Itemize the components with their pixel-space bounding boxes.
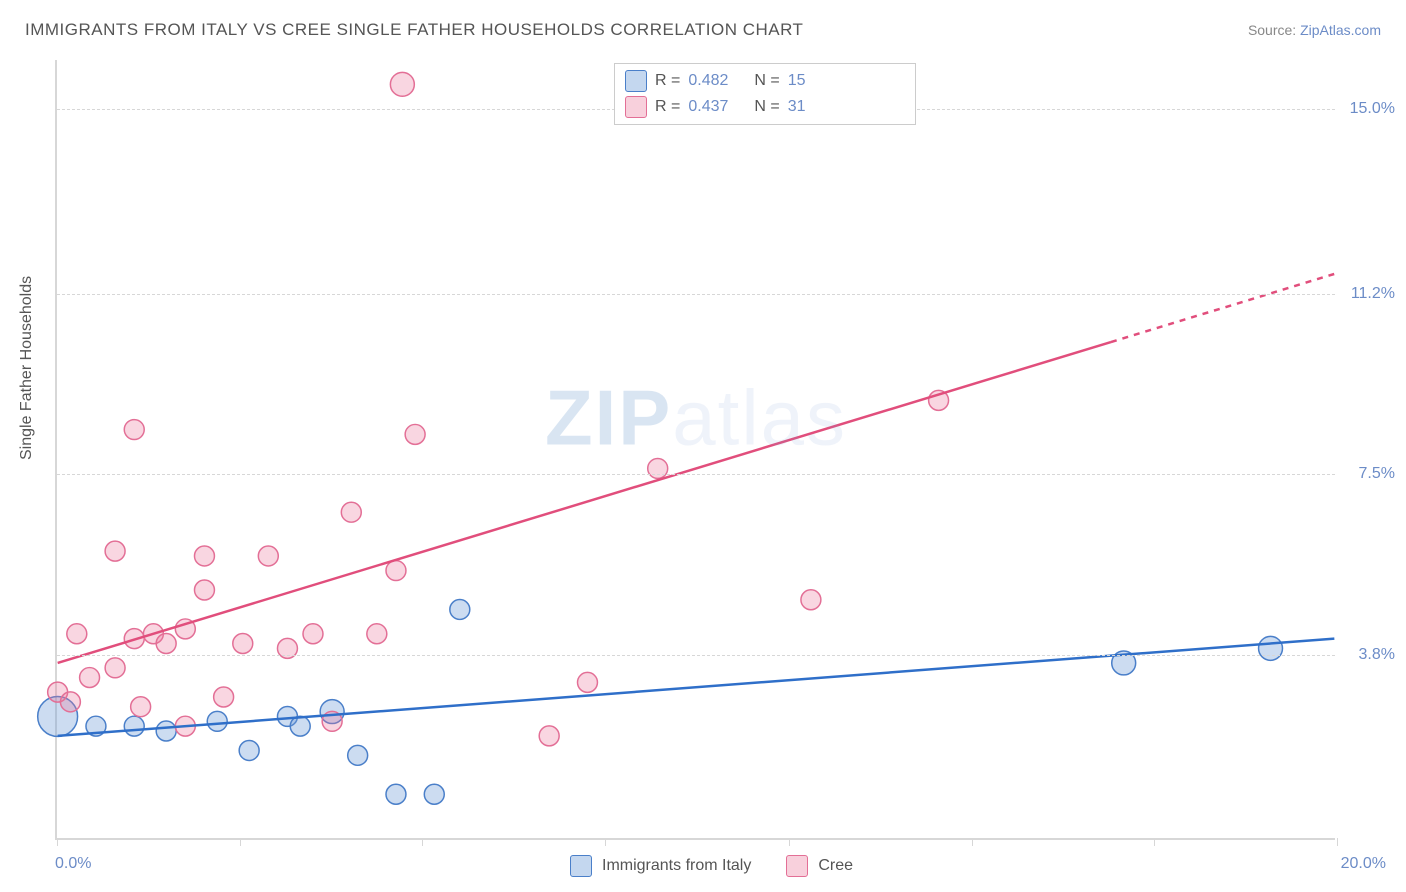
x-tick [422,838,423,846]
scatter-point-cree [233,634,253,654]
x-axis-min-label: 0.0% [55,855,91,873]
x-axis-max-label: 20.0% [1341,855,1386,873]
plot-area: R = 0.482 N = 15 R = 0.437 N = 31 ZIPatl… [55,60,1335,840]
scatter-point-cree [405,424,425,444]
plot-svg [57,60,1335,838]
scatter-point-cree [105,658,125,678]
gridline [57,294,1335,295]
legend-label-italy: Immigrants from Italy [602,857,751,875]
scatter-point-italy [156,721,176,741]
legend-R-value-italy: 0.482 [688,72,728,90]
x-tick [57,838,58,846]
regression-line-italy [58,639,1335,736]
scatter-point-cree [124,420,144,440]
legend-stats-row-cree: R = 0.437 N = 31 [625,94,905,120]
y-tick-label: 15.0% [1350,100,1395,118]
scatter-point-cree [214,687,234,707]
chart-title: IMMIGRANTS FROM ITALY VS CREE SINGLE FAT… [25,20,803,40]
x-tick [605,838,606,846]
scatter-point-italy [450,599,470,619]
scatter-point-cree [60,692,80,712]
legend-R-label: R = [655,98,680,116]
scatter-point-italy [348,745,368,765]
scatter-point-cree [67,624,87,644]
legend-swatch-cree [786,855,808,877]
scatter-point-cree [367,624,387,644]
scatter-point-cree [386,561,406,581]
scatter-point-cree [539,726,559,746]
legend-label-cree: Cree [818,857,853,875]
scatter-point-cree [194,546,214,566]
scatter-point-cree [303,624,323,644]
y-tick-label: 11.2% [1351,285,1395,303]
y-axis-label: Single Father Households [18,276,36,460]
legend-N-label: N = [754,72,779,90]
x-tick [1154,838,1155,846]
scatter-point-italy [207,711,227,731]
scatter-point-cree [390,72,414,96]
x-tick [240,838,241,846]
y-tick-label: 3.8% [1359,646,1395,664]
y-tick-label: 7.5% [1359,465,1395,483]
legend-N-label: N = [754,98,779,116]
scatter-point-cree [80,668,100,688]
scatter-point-cree [648,458,668,478]
legend-stats-box: R = 0.482 N = 15 R = 0.437 N = 31 [614,63,916,125]
scatter-point-italy [424,784,444,804]
regression-line-cree [58,342,1111,663]
scatter-point-italy [1259,636,1283,660]
scatter-point-italy [239,741,259,761]
scatter-point-cree [801,590,821,610]
legend-N-value-italy: 15 [788,72,806,90]
scatter-point-cree [341,502,361,522]
legend-R-value-cree: 0.437 [688,98,728,116]
source-value: ZipAtlas.com [1300,22,1381,38]
legend-stats-row-italy: R = 0.482 N = 15 [625,68,905,94]
legend-swatch-italy [570,855,592,877]
gridline [57,655,1335,656]
legend-swatch-italy [625,70,647,92]
scatter-point-italy [386,784,406,804]
gridline [57,474,1335,475]
scatter-point-italy [124,716,144,736]
x-tick [972,838,973,846]
source-label: Source: [1248,22,1300,38]
legend-N-value-cree: 31 [788,98,806,116]
x-tick [1337,838,1338,846]
bottom-legend: Immigrants from Italy Cree [570,855,853,877]
scatter-point-cree [258,546,278,566]
x-tick [789,838,790,846]
source-attribution: Source: ZipAtlas.com [1248,22,1381,38]
scatter-point-cree [105,541,125,561]
regression-line-cree-extrapolated [1111,274,1334,342]
legend-R-label: R = [655,72,680,90]
scatter-point-cree [156,634,176,654]
scatter-point-cree [194,580,214,600]
scatter-point-cree [131,697,151,717]
legend-swatch-cree [625,96,647,118]
scatter-point-cree [578,672,598,692]
